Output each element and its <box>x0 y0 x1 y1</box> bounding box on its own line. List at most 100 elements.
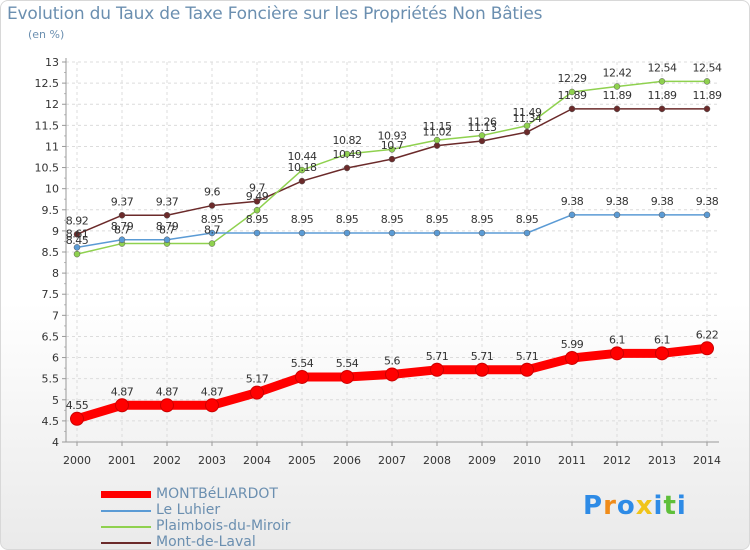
data-label: 9.49 <box>246 190 269 203</box>
data-point <box>433 136 441 144</box>
data-point <box>115 398 129 413</box>
x-tick-label: 2014 <box>693 454 721 467</box>
x-tick-label: 2005 <box>288 454 316 467</box>
data-label: 8.95 <box>426 213 449 226</box>
data-point <box>700 341 714 356</box>
y-tick-label: 6 <box>52 352 59 365</box>
data-point <box>298 166 306 174</box>
x-tick-label: 2006 <box>333 454 361 467</box>
data-label: 8.61 <box>66 227 89 240</box>
x-tick-label: 2003 <box>198 454 226 467</box>
logo-letter: t <box>663 491 677 521</box>
y-tick-label: 10.5 <box>35 162 60 175</box>
data-point <box>568 211 576 219</box>
data-label: 11.89 <box>693 89 722 102</box>
data-point <box>613 211 621 219</box>
data-label: 11.34 <box>513 112 542 125</box>
logo-letter: x <box>635 491 654 521</box>
data-point <box>523 122 531 130</box>
data-point <box>340 369 354 384</box>
data-point <box>160 398 174 413</box>
data-label: 11.49 <box>513 106 542 119</box>
data-label: 5.99 <box>561 338 584 351</box>
y-tick-label: 12.5 <box>35 77 60 90</box>
data-label: 8.45 <box>66 234 89 247</box>
data-point <box>208 240 216 247</box>
data-label: 10.49 <box>333 148 362 161</box>
y-tick-label: 5.5 <box>42 373 60 386</box>
data-label: 6.22 <box>696 328 719 341</box>
data-label: 11.89 <box>603 89 632 102</box>
data-point <box>118 212 126 219</box>
series <box>70 78 714 426</box>
data-point <box>430 362 444 377</box>
y-tick-label: 13 <box>45 56 59 69</box>
data-label: 9.37 <box>156 195 179 208</box>
data-point <box>205 398 219 413</box>
legend-swatch <box>101 510 151 512</box>
data-point <box>253 229 261 237</box>
data-label: 9.37 <box>111 195 134 208</box>
data-point <box>163 212 171 219</box>
data-point <box>433 229 441 237</box>
data-label: 5.6 <box>384 354 400 367</box>
x-tick-label: 2008 <box>423 454 451 467</box>
data-label: 9.6 <box>204 186 220 199</box>
x-tick-label: 2013 <box>648 454 676 467</box>
data-label: 12.29 <box>558 72 587 85</box>
data-point <box>208 229 216 237</box>
data-label: 8.7 <box>159 224 175 237</box>
x-tick-label: 2001 <box>108 454 136 467</box>
legend-swatch <box>101 491 151 498</box>
legend-swatch <box>101 542 151 544</box>
y-tick-label: 9 <box>52 225 59 238</box>
data-point <box>73 244 81 251</box>
data-point <box>613 83 621 90</box>
logo-letter: i <box>676 491 687 521</box>
data-label: 9.38 <box>561 195 584 208</box>
data-label: 4.87 <box>156 385 179 398</box>
data-point <box>388 146 396 153</box>
x-tick-label: 2012 <box>603 454 631 467</box>
legend-label: Plaimbois-du-Miroir <box>156 518 291 534</box>
data-point <box>655 346 669 361</box>
data-label: 8.92 <box>66 214 89 227</box>
data-label: 10.93 <box>378 129 407 142</box>
chart-title: Evolution du Taux de Taxe Foncière sur l… <box>7 4 543 24</box>
axes: 44.555.566.577.588.599.51010.51111.51212… <box>35 56 722 467</box>
data-labels: 4.55 4.87 4.87 4.87 5.17 5.54 5.54 5.6 5.71 5.71 5… <box>66 61 723 412</box>
data-label: 11.26 <box>468 115 497 128</box>
y-tick-label: 8 <box>52 267 59 280</box>
data-point <box>253 206 261 214</box>
data-label: 4.55 <box>66 399 89 412</box>
data-label: 12.42 <box>603 66 632 79</box>
y-tick-label: 6.5 <box>42 330 60 343</box>
data-label: 8.95 <box>336 213 359 226</box>
series-mont-de-laval <box>73 105 711 238</box>
data-point <box>703 105 711 113</box>
data-label: 8.95 <box>516 213 539 226</box>
data-label: 10.44 <box>288 150 317 163</box>
logo-letter: i <box>653 491 664 521</box>
data-point <box>298 177 306 185</box>
data-point <box>613 105 621 113</box>
data-point <box>298 229 306 237</box>
data-point <box>73 231 81 238</box>
data-label: 8.95 <box>291 213 314 226</box>
data-point <box>610 346 624 361</box>
data-label: 5.71 <box>471 350 494 363</box>
y-tick-label: 8.5 <box>42 246 60 259</box>
y-tick-label: 11.5 <box>35 119 60 132</box>
data-label: 6.1 <box>654 333 670 346</box>
data-point <box>295 369 309 384</box>
data-label: 8.79 <box>111 220 134 233</box>
x-tick-label: 2002 <box>153 454 181 467</box>
x-tick-label: 2004 <box>243 454 271 467</box>
data-point <box>523 229 531 237</box>
data-label: 10.82 <box>333 134 362 147</box>
y-tick-label: 12 <box>45 98 59 111</box>
legend-item-mont-de-laval: Mont-de-Laval <box>101 534 361 549</box>
data-label: 8.7 <box>114 224 130 237</box>
